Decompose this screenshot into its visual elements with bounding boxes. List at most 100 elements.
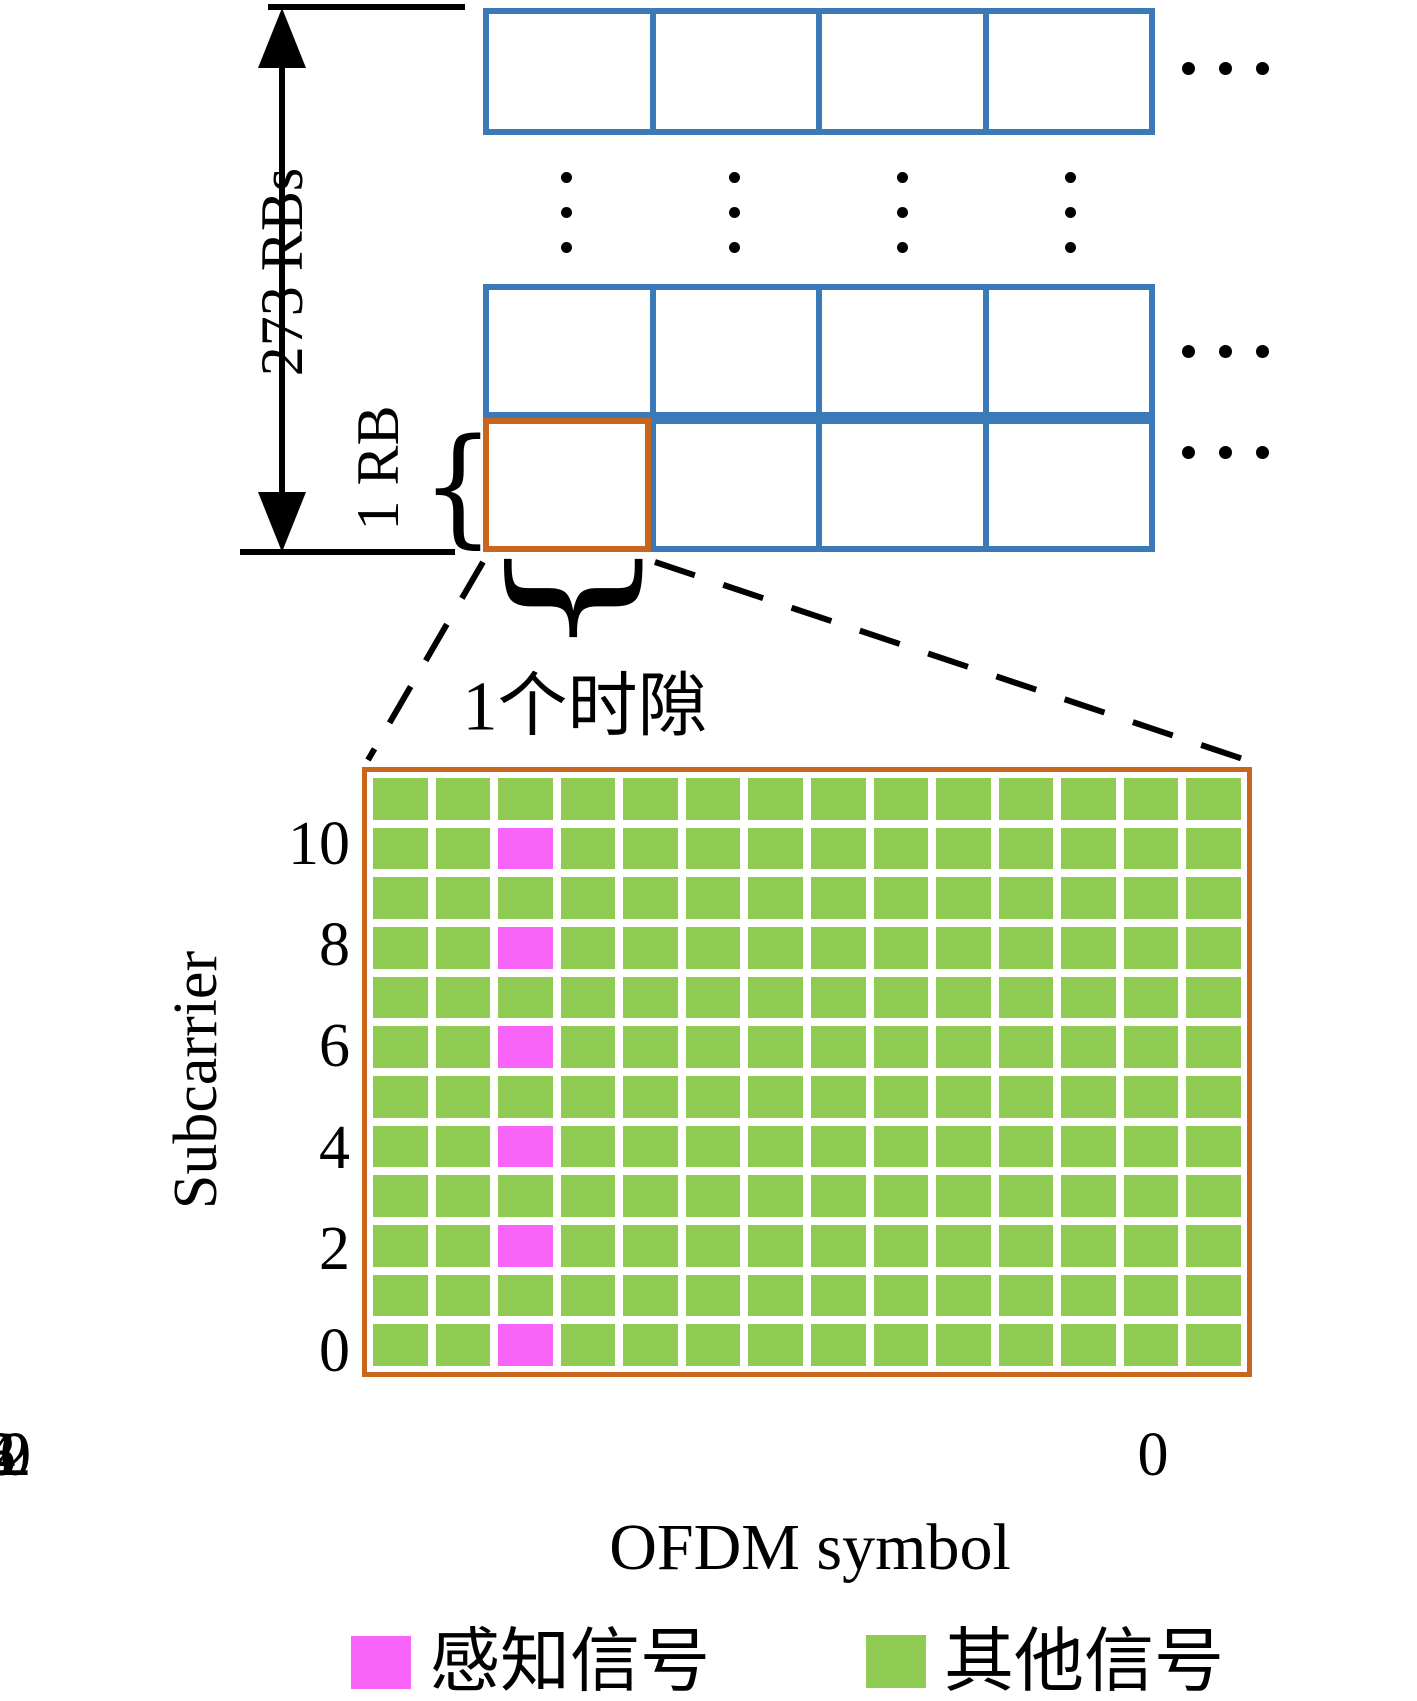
other-signal-cell: [560, 877, 616, 919]
other-signal-cell: [373, 927, 428, 969]
rb-cell: [822, 418, 989, 552]
other-signal-cell: [1061, 1225, 1116, 1267]
other-signal-cell: [435, 976, 491, 1019]
other-signal-cell: [560, 1125, 616, 1168]
other-signal-cell: [623, 1175, 678, 1217]
rb-cell: [655, 284, 822, 418]
other-signal-cell: [560, 1026, 616, 1068]
other-signal-cell: [560, 1175, 616, 1217]
other-signal-cell: [1061, 976, 1116, 1019]
other-signal-cell: [1123, 976, 1179, 1019]
other-signal-cell: [811, 1324, 866, 1366]
other-signal-cell: [435, 927, 491, 969]
other-signal-cell: [685, 1274, 741, 1317]
other-signal-cell: [873, 877, 929, 919]
other-signal-cell: [1123, 1274, 1179, 1317]
other-signal-cell: [811, 1076, 866, 1118]
other-signal-cell: [1186, 976, 1241, 1019]
other-signal-cell: [998, 1076, 1054, 1118]
rb-row-top: [483, 8, 1155, 135]
other-signal-cell: [998, 1274, 1054, 1317]
other-signal-cell: [1123, 1225, 1179, 1267]
horizontal-ellipsis-icon: [1182, 345, 1269, 358]
other-signal-cell: [373, 827, 428, 870]
other-signal-cell: [936, 1324, 991, 1366]
other-signal-cell: [435, 778, 491, 820]
other-signal-cell: [811, 1274, 866, 1317]
other-signal-cell: [1186, 1324, 1241, 1366]
rb-cell: [988, 284, 1155, 418]
y-tick: 2: [319, 1215, 350, 1283]
slot-label: 1个时隙: [462, 668, 708, 746]
other-signal-cell: [1061, 827, 1116, 870]
x-tick: 0: [1137, 1421, 1169, 1489]
other-signal-cell: [1061, 1274, 1116, 1317]
other-signal-cell: [623, 778, 678, 820]
sensing-signal-cell: [498, 1225, 553, 1267]
other-signal-cell: [998, 1175, 1054, 1217]
other-signal-cell: [998, 1026, 1054, 1068]
other-signal-cell: [748, 1125, 803, 1168]
other-signal-cell: [873, 1175, 929, 1217]
other-signal-cell: [685, 1076, 741, 1118]
other-signal-cell: [936, 877, 991, 919]
other-signal-cell: [373, 1324, 428, 1366]
other-signal-cell: [1061, 1026, 1116, 1068]
other-signal-cell: [936, 778, 991, 820]
other-signal-cell: [623, 976, 678, 1019]
other-signal-cell: [623, 1026, 678, 1068]
other-signal-cell: [936, 1175, 991, 1217]
other-signal-cell: [748, 1274, 803, 1317]
one-rb-label: 1 RB: [345, 405, 411, 531]
other-signal-cell: [748, 778, 803, 820]
one-rb-brace-icon: {: [421, 412, 495, 561]
y-tick: 0: [319, 1317, 350, 1385]
bandwidth-label: 273 RBs: [249, 167, 315, 377]
other-signal-cell: [623, 1324, 678, 1366]
other-signal-cell: [811, 976, 866, 1019]
x-tick: 8: [0, 1421, 16, 1489]
other-signal-cell: [498, 1076, 553, 1118]
other-signal-cell: [811, 778, 866, 820]
other-signal-cell: [748, 1324, 803, 1366]
other-signal-cell: [560, 1225, 616, 1267]
rb-cell: [988, 8, 1155, 135]
other-signal-cell: [811, 927, 866, 969]
other-signal-cell: [1061, 1076, 1116, 1118]
vertical-ellipsis-icon: [561, 172, 572, 253]
other-signal-cell: [998, 1225, 1054, 1267]
other-signal-cell: [685, 1175, 741, 1217]
x-axis-title: OFDM symbol: [609, 1511, 1011, 1584]
other-signal-cell: [1061, 877, 1116, 919]
other-signal-cell: [435, 1175, 491, 1217]
sensing-signal-cell: [498, 827, 553, 870]
legend-swatch-sensing-signal: [351, 1636, 411, 1689]
other-signal-cell: [685, 927, 741, 969]
other-signal-cell: [748, 976, 803, 1019]
other-signal-cell: [873, 827, 929, 870]
other-signal-cell: [623, 1274, 678, 1317]
other-signal-cell: [936, 827, 991, 870]
other-signal-cell: [873, 1324, 929, 1366]
other-signal-cell: [560, 927, 616, 969]
dimension-tick-top: [268, 4, 465, 10]
other-signal-cell: [1123, 1125, 1179, 1168]
other-signal-cell: [1186, 1026, 1241, 1068]
other-signal-cell: [560, 976, 616, 1019]
other-signal-cell: [685, 976, 741, 1019]
other-signal-cell: [373, 1175, 428, 1217]
other-signal-cell: [1186, 1274, 1241, 1317]
other-signal-cell: [998, 927, 1054, 969]
other-signal-cell: [748, 1026, 803, 1068]
vertical-ellipsis-icon: [1065, 172, 1076, 253]
legend-swatch-other-signal: [866, 1635, 926, 1688]
other-signal-cell: [685, 877, 741, 919]
y-tick: 10: [288, 810, 350, 878]
sensing-signal-cell: [498, 1026, 553, 1068]
other-signal-cell: [873, 1076, 929, 1118]
vertical-ellipsis-icon: [729, 172, 740, 253]
other-signal-cell: [811, 1026, 866, 1068]
other-signal-cell: [373, 1274, 428, 1317]
rb-cell: [822, 8, 989, 135]
